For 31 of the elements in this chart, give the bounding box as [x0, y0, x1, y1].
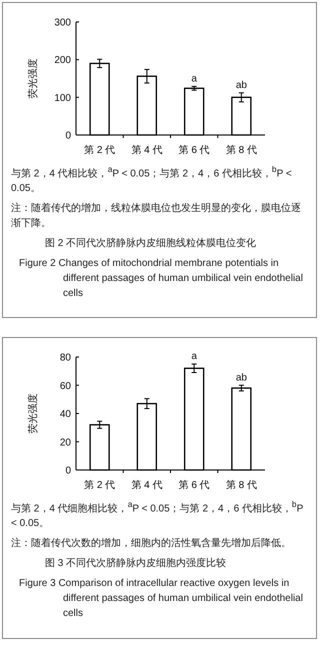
annotation: ab	[236, 372, 248, 384]
x-tick-label: 第 2 代	[84, 479, 116, 491]
y-tick-label: 20	[60, 437, 72, 448]
text: 与第 2，4 代细胞相比较，$^{a}$P < 0.05；与第 2，4，6 代相比较，$^{b}$P < 0.05。	[11, 499, 304, 530]
annotation: a	[191, 351, 198, 362]
annotation: ab	[236, 80, 248, 91]
x-tick-label: 第 8 代	[226, 144, 257, 156]
y-tick-label: 80	[60, 352, 72, 364]
y-tick-label: 0	[65, 130, 72, 142]
x-tick-label: 第 8 代	[226, 479, 257, 491]
y-axis-title: 荧光强度	[27, 58, 39, 98]
text: 注：随着传代次数的增加，细胞内的活性氧含量先增加后降低。	[11, 536, 292, 552]
annotation: a	[191, 73, 198, 84]
y-tick-label: 40	[60, 409, 72, 420]
x-tick-label: 第 4 代	[131, 479, 162, 491]
y-axis-title: 荧光强度	[27, 394, 39, 434]
y-tick-label: 300	[54, 18, 72, 28]
x-tick-label: 第 2 代	[84, 144, 116, 156]
y-tick-label: 0	[65, 466, 72, 476]
text: 注：随着传代的增加，线粒体膜电位也发生明显的变化，膜电位逐渐下降。	[11, 202, 302, 232]
x-tick-label: 第 4 代	[131, 144, 162, 156]
y-tick-label: 60	[60, 380, 72, 392]
x-tick-label: 第 6 代	[178, 479, 210, 491]
text: Figure 3 Comparison of intracellular reactive oxygen levels in different passages of human umbilical vein endothelial cells	[18, 577, 304, 622]
y-tick-label: 100	[54, 92, 72, 104]
text: 图 3 不同代次脐静脉内皮细胞内强度比较	[44, 556, 228, 572]
text: 与第 2，4 代相比较，$^{a}$P < 0.05；与第 2，4，6 代相比较，$^{b}$P < 0.05。	[11, 164, 292, 194]
text: 图 2 不同代次脐静脉内皮细胞线粒体膜电位变化	[44, 236, 258, 252]
text: Figure 2 Changes of mitochondrial membrane potentials in different passages of human umbilical vein endothelial cells	[18, 257, 304, 302]
y-tick-label: 200	[54, 55, 72, 66]
x-tick-label: 第 6 代	[178, 144, 210, 156]
